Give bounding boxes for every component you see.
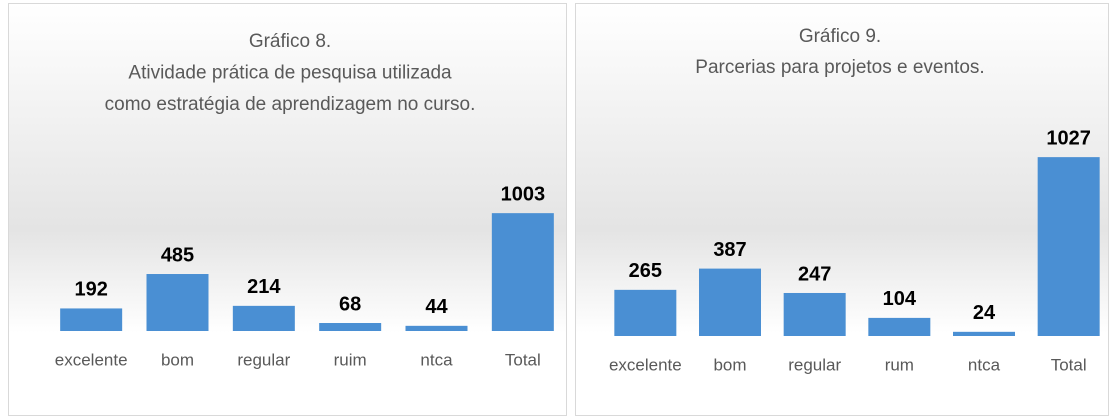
chart-panel: [575, 3, 1109, 416]
x-tick-label: ntca: [420, 350, 453, 369]
data-label: 387: [713, 239, 746, 261]
bar: [60, 308, 123, 331]
x-tick-label: Total: [1051, 355, 1087, 374]
x-tick-label: ntca: [968, 355, 1001, 374]
data-label: 214: [247, 276, 281, 298]
chart-title: Parcerias para projetos e eventos.: [695, 57, 984, 78]
bar: [1037, 157, 1100, 336]
data-label: 247: [798, 263, 831, 285]
data-label: 265: [629, 260, 662, 282]
bar: [405, 325, 468, 331]
data-label: 1003: [501, 183, 546, 205]
chart: Gráfico 9. Parcerias para projetos e even…: [609, 26, 1100, 374]
chart-panel: [8, 3, 567, 416]
bar: [146, 274, 209, 331]
bar: [783, 292, 846, 336]
data-label: 24: [973, 302, 996, 324]
bar: [699, 268, 761, 336]
data-label: 485: [161, 244, 194, 266]
data-label: 68: [339, 293, 361, 315]
x-tick-label: bom: [713, 355, 746, 374]
bar: [232, 305, 295, 331]
bar: [868, 317, 931, 336]
x-tick-label: excelente: [609, 355, 682, 374]
x-tick-label: excelente: [55, 350, 128, 369]
chart-title: Atividade prática de pesquisa utilizada: [128, 63, 452, 84]
x-tick-label: bom: [161, 350, 194, 369]
data-label: 44: [425, 296, 448, 318]
data-label: 104: [883, 288, 917, 310]
x-tick-label: Total: [505, 350, 541, 369]
data-label: 1027: [1046, 127, 1091, 149]
chart-title: Gráfico 9.: [799, 26, 881, 47]
x-tick-label: ruim: [334, 350, 367, 369]
chart-title: como estratégia de aprendizagem no curso…: [105, 94, 476, 115]
x-tick-label: regular: [237, 350, 290, 369]
x-tick-label: regular: [788, 355, 841, 374]
data-label: 192: [74, 279, 107, 301]
bar: [614, 289, 677, 336]
x-tick-label: rum: [885, 355, 914, 374]
chart-title: Gráfico 8.: [249, 31, 331, 52]
bar: [953, 331, 1015, 336]
bar: [491, 213, 554, 331]
bar: [319, 323, 382, 331]
chart: Gráfico 8. Atividade prática de pesquisa …: [55, 31, 554, 369]
